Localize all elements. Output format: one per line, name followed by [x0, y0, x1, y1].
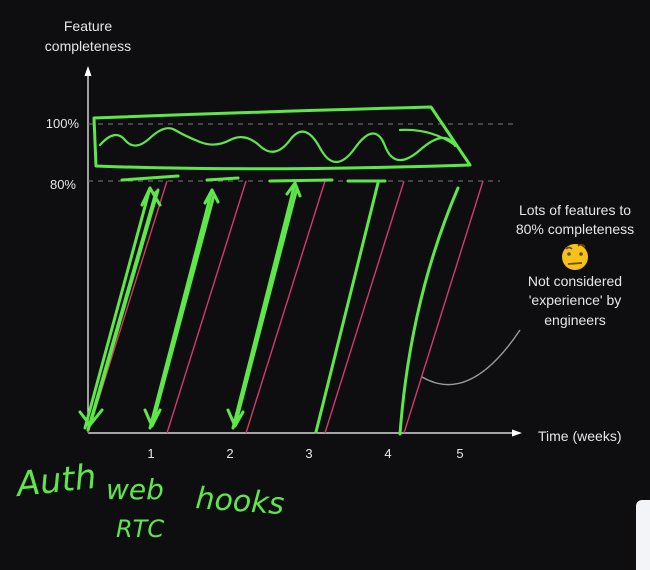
annotation-line2: 80% completeness	[516, 221, 634, 237]
scribble-wave	[98, 127, 457, 164]
series-line-5	[403, 180, 484, 434]
annotation-pointer	[421, 329, 521, 386]
series-line-2	[166, 180, 247, 434]
raised-eyebrow-emoji-icon	[562, 243, 588, 270]
scribble-annotations	[78, 105, 521, 436]
scribble-trace-4	[314, 181, 380, 434]
annotation-line1: Lots of features to	[519, 202, 631, 218]
x-tick-4: 4	[384, 446, 391, 461]
x-axis-arrow-icon	[512, 429, 522, 437]
annotation-line5: engineers	[544, 312, 606, 328]
y-axis-label-line2: completeness	[45, 38, 131, 54]
scribble-wave-end	[398, 128, 457, 147]
scribble-trace-1	[78, 186, 162, 432]
x-tick-5: 5	[456, 446, 463, 461]
series-line-4	[324, 180, 405, 434]
x-tick-3: 3	[305, 446, 312, 461]
x-tick-1: 1	[147, 446, 154, 461]
scribble-dash-2	[205, 176, 240, 182]
x-tick-2: 2	[226, 446, 233, 461]
annotation-line4: 'experience' by	[529, 292, 622, 308]
y-tick-100: 100%	[46, 116, 80, 131]
y-axis-arrow-icon	[84, 66, 92, 76]
scribble-dash-1	[120, 174, 180, 182]
annotation-line3: Not considered	[528, 273, 622, 289]
corner-widget[interactable]	[636, 500, 650, 570]
x-axis-label: Time (weeks)	[538, 428, 622, 444]
scribble-dash-3	[268, 178, 334, 183]
series-line-3	[245, 180, 326, 434]
handwritten-rtc: RTC	[116, 515, 164, 543]
handwritten-auth: Auth	[13, 457, 98, 505]
scribble-trace-5	[398, 186, 460, 436]
scribble-trace-2	[143, 188, 220, 430]
y-axis-label-line1: Feature	[64, 18, 112, 34]
handwritten-web: web	[106, 473, 164, 506]
y-tick-80: 80%	[50, 177, 76, 192]
scribble-trace-3	[226, 181, 302, 430]
handwritten-hooks: hooks	[194, 481, 285, 522]
scribble-box	[92, 105, 472, 171]
